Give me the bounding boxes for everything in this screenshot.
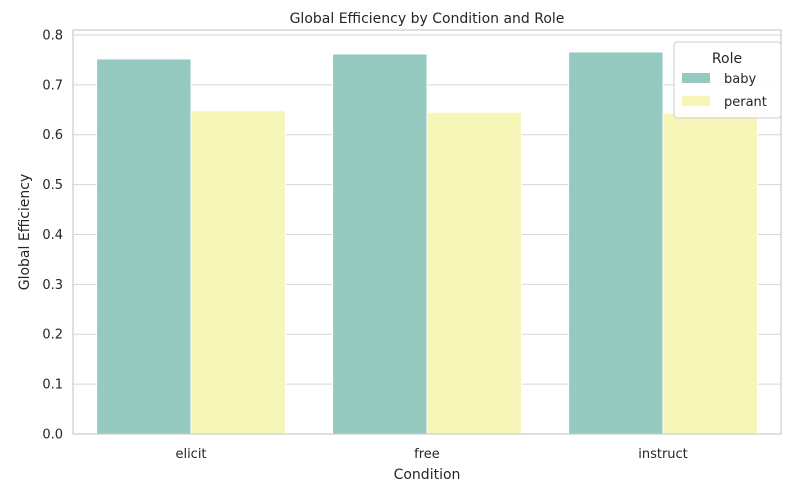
legend-label-baby: baby [724, 72, 756, 87]
x-tick-label-elicit: elicit [175, 447, 206, 462]
bar-baby-elicit [96, 58, 192, 435]
legend-entries: baby perant [682, 72, 767, 110]
y-tick-label: 0.4 [42, 228, 63, 243]
legend-label-perant: perant [724, 95, 767, 110]
x-tick-labels: elicit free instruct [175, 447, 687, 462]
y-tick-label: 0.8 [42, 28, 63, 43]
y-tick-label: 0.0 [42, 428, 63, 443]
plot-frame [72, 29, 782, 435]
y-tick-label: 0.1 [42, 378, 63, 393]
y-tick-label: 0.2 [42, 328, 63, 343]
x-axis-title: Condition [394, 467, 461, 483]
y-tick-label: 0.5 [42, 178, 63, 193]
legend: Role baby perant [673, 41, 782, 119]
legend-title: Role [712, 51, 742, 67]
legend-swatch-perant [682, 96, 710, 106]
y-tick-label: 0.7 [42, 78, 63, 93]
y-tick-labels: 0.0 0.1 0.2 0.3 0.4 0.5 0.6 0.7 0.8 [42, 28, 63, 442]
bar-baby-free [332, 53, 428, 435]
x-tick-label-instruct: instruct [638, 447, 688, 462]
y-tick-label: 0.3 [42, 278, 63, 293]
x-tick-label-free: free [414, 447, 440, 462]
chart-title: Global Efficiency by Condition and Role [290, 11, 565, 27]
bar-perant-elicit [190, 110, 286, 435]
legend-swatch-baby [682, 73, 710, 83]
y-tick-label: 0.6 [42, 128, 63, 143]
bar-perant-free [426, 111, 522, 435]
bar-perant-instruct [662, 112, 758, 435]
bars [96, 51, 758, 435]
bar-baby-instruct [568, 51, 664, 435]
y-axis-title: Global Efficiency [17, 174, 33, 291]
